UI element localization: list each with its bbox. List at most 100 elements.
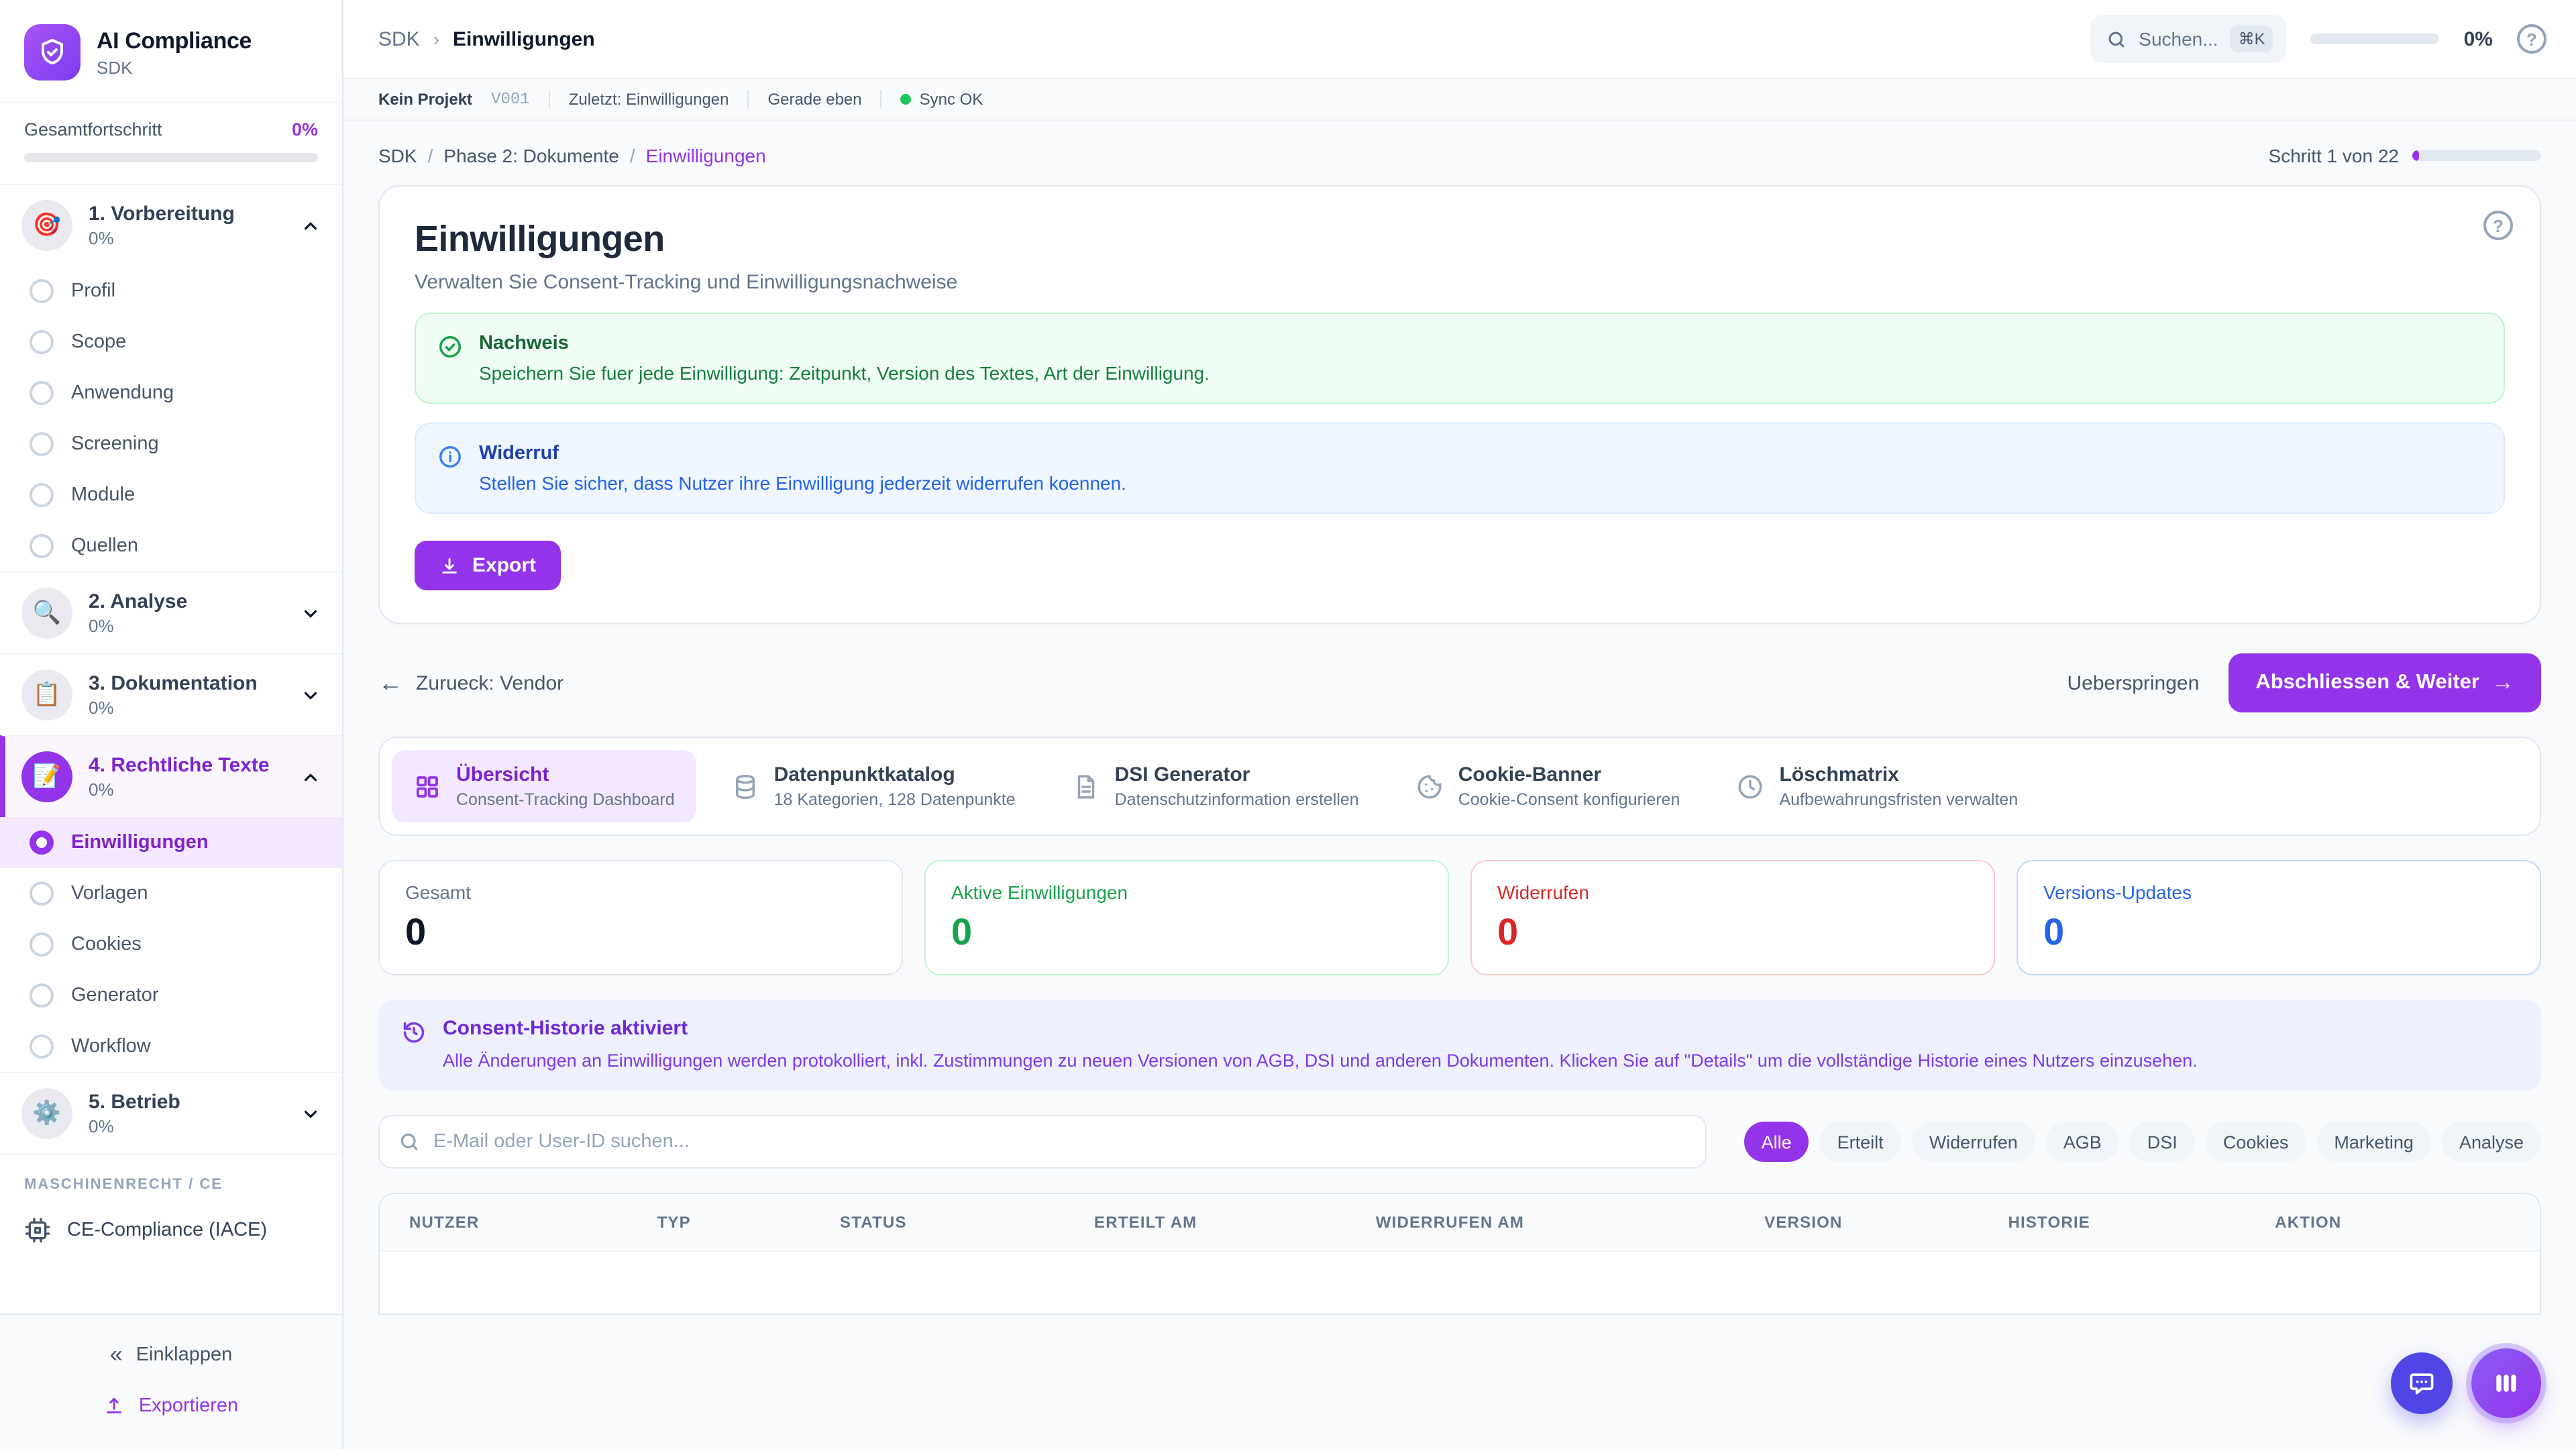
col-widerrufen-am: WIDERRUFEN AM (1375, 1213, 1525, 1232)
app-logo (24, 24, 80, 80)
version-badge: V001 (491, 90, 530, 109)
radio-icon (30, 432, 54, 456)
history-banner-text: Alle Änderungen an Einwilligungen werden… (443, 1051, 2198, 1071)
radio-icon (30, 932, 54, 957)
tab-loeschmatrix[interactable]: Löschmatrix Aufbewahrungsfristen verwalte… (1715, 750, 2039, 822)
page-breadcrumb-root[interactable]: SDK (378, 145, 417, 166)
back-link[interactable]: ← Zurueck: Vendor (378, 669, 564, 696)
radio-icon (30, 1034, 54, 1059)
sidebar-item-cookies[interactable]: Cookies (0, 919, 342, 970)
note-text: Speichern Sie fuer jede Einwilligung: Ze… (479, 362, 1210, 384)
last-visited: Zuletzt: Einwilligungen (568, 90, 729, 109)
arrow-right-icon: → (2491, 669, 2514, 695)
sidebar-item-screening[interactable]: Screening (0, 419, 342, 470)
finish-next-button[interactable]: Abschliessen & Weiter → (2229, 653, 2541, 712)
cookie-icon (1415, 772, 1444, 800)
top-progress-bar (2310, 34, 2440, 44)
radio-icon (30, 534, 54, 558)
chat-fab-button[interactable] (2391, 1352, 2453, 1414)
sidebar-item-einwilligungen[interactable]: Einwilligungen (0, 817, 342, 868)
tab-cookie-banner[interactable]: Cookie-Banner Cookie-Consent konfiguriere… (1394, 750, 1702, 822)
filter-pill-marketing[interactable]: Marketing (2316, 1122, 2431, 1163)
view-tabs: Übersicht Consent-Tracking Dashboard Date… (378, 737, 2541, 836)
sync-dot-icon (900, 94, 912, 105)
help-icon[interactable]: ? (2517, 24, 2546, 54)
sidebar-item-anwendung[interactable]: Anwendung (0, 368, 342, 419)
user-search-input[interactable] (433, 1131, 1686, 1153)
col-nutzer: NUTZER (409, 1213, 480, 1232)
sidebar-phase-betrieb[interactable]: ⚙️ 5. Betrieb 0% (0, 1072, 342, 1154)
grid-icon (413, 772, 441, 800)
export-sidebar-button[interactable]: Exportieren (0, 1382, 342, 1430)
tab-datenpunktkatalog[interactable]: Datenpunktkatalog 18 Kategorien, 128 Date… (710, 750, 1037, 822)
filter-pill-cookies[interactable]: Cookies (2205, 1122, 2306, 1163)
sidebar-item-profil[interactable]: Profil (0, 266, 342, 317)
stat-widerrufen: Widerrufen 0 (1470, 860, 1995, 975)
page-breadcrumb: SDK / Phase 2: Dokumente / Einwilligunge… (378, 145, 2541, 166)
col-erteilt-am: ERTEILT AM (1094, 1213, 1197, 1232)
filter-pill-dsi[interactable]: DSI (2129, 1122, 2195, 1163)
sync-status: Sync OK (900, 90, 983, 109)
radio-checked-icon (30, 830, 54, 855)
sidebar-phase-analyse[interactable]: 🔍 2. Analyse 0% (0, 572, 342, 653)
breadcrumb-root[interactable]: SDK (378, 28, 420, 50)
sidebar-phase-vorbereitung[interactable]: 🎯 1. Vorbereitung 0% (0, 184, 342, 266)
tab-uebersicht[interactable]: Übersicht Consent-Tracking Dashboard (392, 750, 696, 822)
download-icon (439, 555, 460, 576)
radio-icon (30, 483, 54, 507)
sidebar-item-workflow[interactable]: Workflow (0, 1021, 342, 1072)
filter-pill-alle[interactable]: Alle (1743, 1122, 1809, 1163)
card-help-icon[interactable]: ? (2483, 211, 2513, 240)
filter-pill-analyse[interactable]: Analyse (2441, 1122, 2541, 1163)
divider (548, 90, 550, 109)
filter-pill-erteilt[interactable]: Erteilt (1819, 1122, 1901, 1163)
search-placeholder: Suchen... (2139, 28, 2218, 50)
breadcrumb-separator: › (433, 28, 440, 50)
clipboard-icon: 📋 (21, 669, 72, 720)
consents-table: NUTZER TYP STATUS ERTEILT AM WIDERRUFEN … (378, 1193, 2541, 1316)
sidebar-item-ce-compliance[interactable]: CE-Compliance (IACE) (0, 1203, 342, 1263)
breadcrumb: SDK › Einwilligungen (378, 28, 595, 50)
step-indicator: Schritt 1 von 22 (2268, 145, 2399, 166)
tab-dsi-generator[interactable]: DSI Generator Datenschutzinformation erst… (1051, 750, 1381, 822)
clock-icon (1736, 772, 1764, 800)
top-progress-value: 0% (2463, 28, 2493, 50)
sidebar-item-generator[interactable]: Generator (0, 970, 342, 1021)
note-title: Nachweis (479, 333, 569, 354)
wizard-nav-row: ← Zurueck: Vendor Ueberspringen Abschlie… (378, 653, 2541, 712)
collapse-sidebar-button[interactable]: « Einklappen (109, 1342, 233, 1367)
filter-pill-widerrufen[interactable]: Widerrufen (1911, 1122, 2035, 1163)
filter-pill-agb[interactable]: AGB (2045, 1122, 2119, 1163)
note-widerruf: Widerruf Stellen Sie sicher, dass Nutzer… (415, 423, 2505, 514)
memo-icon: 📝 (21, 751, 72, 802)
overall-progress-bar (24, 153, 318, 162)
database-icon (731, 772, 759, 800)
global-search-button[interactable]: Suchen... ⌘K (2090, 15, 2287, 63)
sidebar-phase-rechtliche-texte[interactable]: 📝 4. Rechtliche Texte 0% (0, 735, 342, 817)
user-search-field[interactable] (378, 1115, 1707, 1169)
sidebar-item-module[interactable]: Module (0, 470, 342, 521)
export-button[interactable]: Export (415, 541, 561, 590)
col-typ: TYP (657, 1213, 691, 1232)
columns-fab-button[interactable] (2471, 1348, 2541, 1418)
page-breadcrumb-mid[interactable]: Phase 2: Dokumente (443, 145, 619, 166)
step-progress-bar (2412, 150, 2541, 161)
sidebar-phase-dokumentation[interactable]: 📋 3. Dokumentation 0% (0, 653, 342, 735)
breadcrumb-current: Einwilligungen (453, 28, 595, 50)
skip-button[interactable]: Ueberspringen (2067, 672, 2200, 694)
overall-progress-value: 0% (291, 119, 318, 140)
columns-icon (2491, 1368, 2521, 1398)
last-time: Gerade eben (767, 90, 862, 109)
sidebar-footer: « Einklappen Exportieren (0, 1313, 342, 1449)
sidebar-item-vorlagen[interactable]: Vorlagen (0, 868, 342, 919)
sidebar-item-quellen[interactable]: Quellen (0, 521, 342, 572)
chevron-down-icon (301, 603, 321, 623)
app-name: AI Compliance (97, 28, 252, 53)
page-header-card: Einwilligungen Verwalten Sie Consent-Tra… (378, 185, 2541, 624)
col-aktion: AKTION (2275, 1213, 2342, 1232)
radio-icon (30, 983, 54, 1008)
page-subtitle: Verwalten Sie Consent-Tracking und Einwi… (415, 271, 958, 294)
content-area: SDK / Phase 2: Dokumente / Einwilligunge… (343, 121, 2576, 1449)
sidebar-item-scope[interactable]: Scope (0, 317, 342, 368)
stats-row: Gesamt 0 Aktive Einwilligungen 0 Widerru… (378, 860, 2541, 975)
